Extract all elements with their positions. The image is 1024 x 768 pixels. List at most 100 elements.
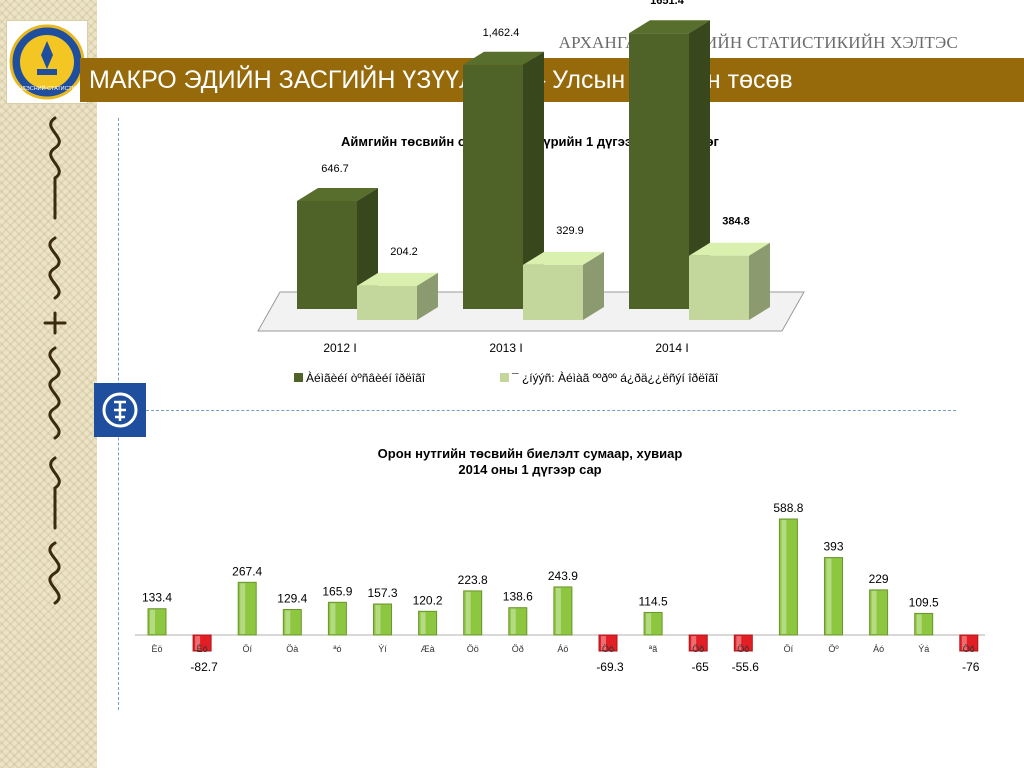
bar-highlight	[465, 591, 471, 634]
chart2-bar	[147, 608, 167, 636]
bar-highlight	[375, 605, 381, 634]
logo-text: ҮНДЭСНИЙ СТАТИСТИК	[15, 84, 80, 92]
chart2-value-label: 138.6	[503, 590, 533, 604]
chart2-value-label: 165.9	[322, 584, 352, 598]
chart2-bar	[192, 634, 212, 652]
chart2-value-label: 120.2	[413, 593, 443, 607]
bar-front	[463, 64, 523, 310]
chart2-category-label: Öõ	[963, 644, 975, 654]
chart2-value-label: 588.8	[773, 501, 803, 515]
chart2-bar	[598, 634, 618, 652]
chart2-bar	[959, 634, 979, 652]
chart2-title-line: Орон нутгийн төсвийн биелэлт сумаар, хув…	[377, 446, 683, 461]
bar-highlight	[736, 636, 742, 650]
bar-rect	[959, 634, 979, 652]
bar-highlight	[961, 636, 967, 650]
chart2-category-label: Ýá	[918, 644, 929, 654]
chart2-category-label: Ýí	[378, 644, 387, 654]
bar-rect	[463, 590, 483, 636]
bar-rect	[643, 611, 663, 636]
chart2-bar	[282, 609, 302, 636]
bar-highlight	[916, 614, 922, 634]
chart1-bar-1-1	[523, 251, 604, 320]
bar-rect	[418, 610, 438, 636]
chart2-value-label: 109.5	[909, 595, 939, 609]
chart2-bar	[733, 634, 753, 652]
bar-highlight	[871, 590, 877, 634]
chart1-value-label: 329.9	[556, 225, 584, 237]
chart2-title: Орон нутгийн төсвийн биелэлт сумаар, хув…	[300, 446, 760, 478]
legend-swatch-own-revenue	[500, 373, 509, 382]
chart2-subtitle: 2014 оны 1 дүгээр сар	[458, 462, 602, 477]
bar-rect	[508, 607, 528, 636]
chart2-bar	[418, 610, 438, 636]
bar-highlight	[601, 636, 606, 650]
chart2-value-label: 267.4	[232, 564, 262, 578]
chart2-bar	[553, 586, 573, 636]
chart2-category-label: Öº	[828, 644, 839, 654]
bar-front	[689, 255, 749, 320]
chart1-value-label: 1,462.4	[483, 27, 520, 39]
bar-side	[417, 272, 438, 320]
chart2-category-label: Öí	[784, 644, 794, 654]
bar-side	[689, 20, 710, 310]
chart2-bar	[688, 634, 708, 652]
chart1-bar-0-1	[463, 51, 544, 310]
bar-front	[629, 33, 689, 310]
chart2-category-label: Öð	[512, 644, 524, 654]
chart1-bar-1-0	[357, 272, 438, 320]
chart2-category-label: ªã	[649, 644, 657, 654]
bar-rect	[869, 589, 889, 636]
bar-rect	[192, 634, 212, 652]
chart1-bar-0-2	[629, 20, 710, 310]
chart2-bar	[327, 601, 347, 636]
bar-top	[629, 20, 710, 34]
bar-side	[583, 251, 604, 320]
chart2-bar	[869, 589, 889, 636]
chart2-bar	[237, 581, 257, 636]
bar-highlight	[555, 587, 561, 634]
bar-top	[689, 242, 770, 256]
chart2-category-label: Èö	[151, 644, 162, 654]
bar-rect	[914, 612, 934, 636]
chart2-bar	[373, 603, 392, 636]
bar-rect	[553, 586, 573, 636]
chart2-bar	[778, 518, 798, 636]
chart2-bar	[914, 612, 934, 636]
bar-rect	[778, 518, 798, 636]
bar-rect	[327, 601, 347, 636]
chart2-value-label: 393	[823, 540, 843, 554]
bar-top	[297, 188, 378, 201]
chart1-value-label: 1651.4	[650, 0, 685, 7]
chart1-category-label: 2014 I	[655, 341, 688, 355]
chart2-category-label: Èö	[197, 644, 208, 654]
bar-rect	[733, 634, 753, 652]
chart2-value-label: -69.3	[596, 660, 624, 674]
chart2-category-label: Öí	[242, 644, 252, 654]
chart2-bar	[824, 557, 843, 636]
bar-side	[523, 51, 544, 310]
chart2-bars: 133.4 Èö -82.7 Èö 267.4 Öí 129.4 Öà 165.9 ªó 157.3…	[142, 501, 980, 674]
chart2-bar	[508, 607, 528, 636]
chart2-category-label: Öõ	[737, 644, 749, 654]
chart1-bar-1-2	[689, 242, 770, 320]
chart2-value-label: 229	[869, 572, 889, 586]
chart2-category-label: Æà	[421, 644, 435, 654]
chart2-value-label: 157.3	[367, 586, 397, 600]
chart1-value-label: 646.7	[321, 163, 349, 175]
bar-highlight	[510, 608, 516, 634]
chart1-value-label: 204.2	[390, 246, 418, 258]
bar-rect	[824, 557, 843, 636]
chart1-category-label: 2013 I	[489, 341, 522, 355]
chart1-budget-revenue: 646.7 1,462.4 1651.4 204.2 329.9 384.8 2012 I 2…	[257, 0, 805, 385]
bar-rect	[688, 634, 708, 652]
bar-top	[463, 51, 544, 65]
bar-highlight	[330, 603, 336, 634]
bar-top	[523, 251, 604, 265]
bar-highlight	[285, 610, 291, 634]
bar-rect	[373, 603, 392, 636]
bar-rect	[147, 608, 167, 636]
bar-side	[749, 242, 770, 320]
legend-label-own-revenue: ¯ ¿íýýñ: Àéìàã ººðºº á¿ðä¿¿ëñýí îðëîãî	[511, 370, 719, 385]
